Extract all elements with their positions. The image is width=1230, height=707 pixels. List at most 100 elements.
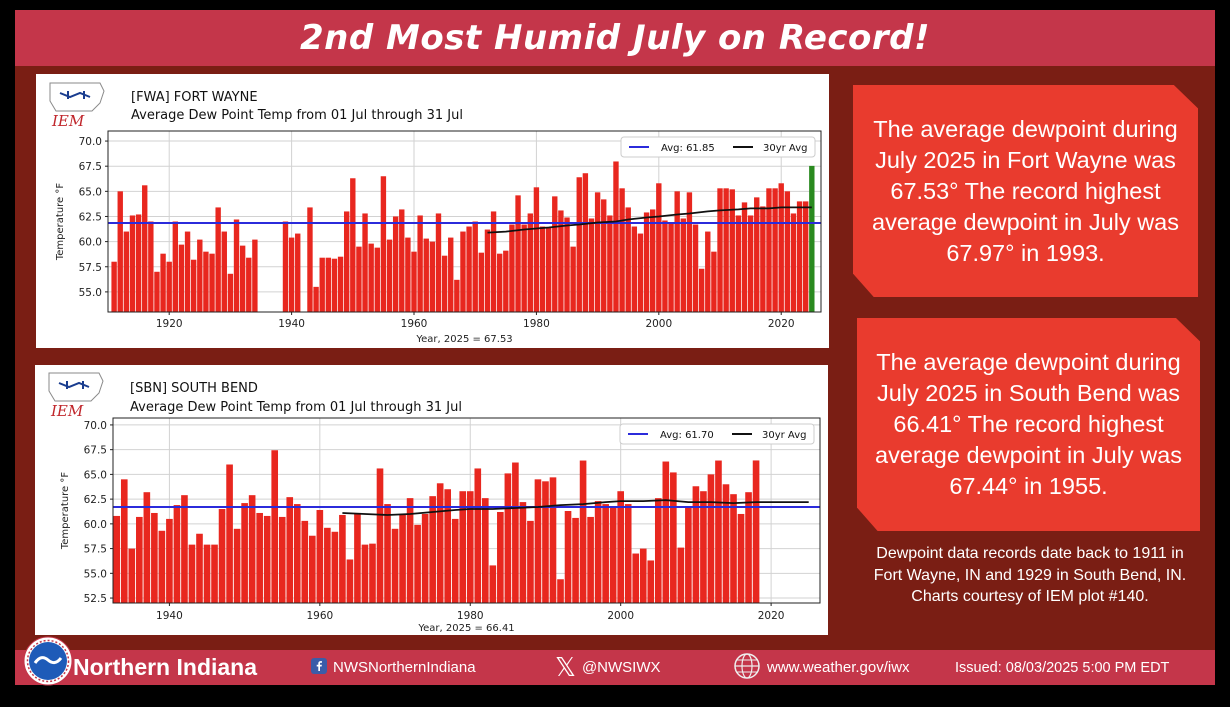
bar-1990 [594,192,601,312]
bar-1981 [539,226,546,312]
bar-1991 [601,199,607,312]
bar-1935 [128,548,136,603]
bar-2010 [717,188,723,312]
bar-1943 [188,544,196,603]
bar-1965 [354,512,361,603]
bar-1951 [356,246,362,312]
iem-logo: IEM [45,371,107,419]
bar-1947 [218,509,226,603]
globe-icon [733,652,761,684]
issued-timestamp: Issued: 08/03/2025 5:00 PM EDT [955,659,1170,676]
bar-1966 [361,544,369,603]
bar-1958 [301,520,309,603]
bar-1998 [643,212,650,312]
bar-1939 [158,530,166,603]
bar-1997 [637,233,644,312]
bar-2005 [686,192,693,312]
bar-1919 [160,253,166,312]
bar-1929 [221,231,227,312]
bar-1949 [233,528,241,603]
bar-2019 [772,188,778,312]
bar-1974 [421,513,429,603]
bar-2001 [624,504,632,603]
bar-2000 [656,183,662,312]
bar-1985 [564,217,570,312]
bar-1979 [527,213,533,312]
bar-2016 [754,197,760,312]
fort-wayne-chart-panel: IEM [FWA] FORT WAYNE Average Dew Point Te… [36,74,829,348]
y-axis-label: Temperature °F [55,183,66,262]
bar-1986 [570,246,576,312]
y-tick-label: 67.5 [79,161,102,173]
bar-1960 [411,251,417,312]
bar-1974 [496,253,503,312]
bar-1982 [481,498,489,603]
bar-2024 [803,201,809,312]
bar-2015 [730,494,737,603]
x-axis-label: Year, 2025 = 66.41 [417,623,514,634]
bar-2014 [722,484,730,603]
bar-1928 [215,207,221,312]
bar-1998 [602,504,609,603]
bar-1984 [558,210,564,312]
bar-2013 [735,215,742,312]
bar-1927 [209,253,215,312]
facebook-link[interactable]: NWSNorthernIndiana [311,650,476,685]
bar-2009 [685,506,692,603]
bar-2002 [632,553,640,603]
bar-1995 [625,207,631,312]
bar-2008 [705,231,711,312]
bar-1933 [113,515,121,603]
bar-2020 [778,183,784,312]
legend-30yr-label: 30yr Avg [762,430,806,441]
bar-1947 [331,258,338,312]
legend-avg-label: Avg: 61.85 [661,143,715,154]
website-link[interactable]: www.weather.gov/iwx [733,650,910,685]
bar-1957 [293,504,301,603]
y-tick-label: 60.0 [79,237,102,249]
bar-2017 [760,206,766,312]
bar-1994 [619,188,625,312]
y-tick-label: 55.0 [79,287,102,299]
bar-1999 [609,506,617,603]
bar-1911 [111,261,117,312]
bar-1979 [459,491,467,603]
bar-1973 [414,524,421,603]
bar-1970 [472,221,478,312]
bar-1994 [572,517,579,603]
bar-1977 [444,489,452,603]
bar-1940 [166,518,173,603]
bar-1970 [391,528,399,603]
x-link[interactable]: 𝕏 @NWSIWX [555,650,661,685]
station-title: [SBN] SOUTH BEND [130,381,258,396]
bar-1953 [263,515,271,603]
bar-1962 [331,531,339,603]
bar-2007 [698,268,705,312]
y-tick-label: 65.0 [79,186,102,198]
bar-1976 [509,224,515,312]
bar-2004 [647,560,655,603]
bar-1971 [399,513,406,603]
y-tick-label: 60.0 [84,519,107,531]
bar-1971 [478,252,485,312]
x-tick-label: 1960 [306,610,333,622]
y-tick-label: 57.5 [84,544,107,556]
bar-1988 [582,173,589,312]
bar-1981 [474,468,482,603]
bar-1943 [307,207,313,312]
bar-2011 [723,188,729,312]
bar-1948 [226,464,233,603]
bar-1993 [613,161,619,312]
bar-1983 [489,565,497,603]
bar-1997 [594,501,602,603]
svg-text:IEM: IEM [51,112,85,129]
bar-2003 [674,191,680,312]
station-title: [FWA] FORT WAYNE [131,90,258,105]
fort-wayne-chart: [FWA] FORT WAYNE Average Dew Point Temp f… [55,90,822,345]
bar-1963 [429,241,436,312]
bar-1952 [256,512,263,603]
bar-2004 [680,218,686,312]
bar-2014 [741,202,748,312]
fort-wayne-callout: The average dewpoint during July 2025 in… [853,85,1198,297]
bar-1944 [196,533,203,603]
